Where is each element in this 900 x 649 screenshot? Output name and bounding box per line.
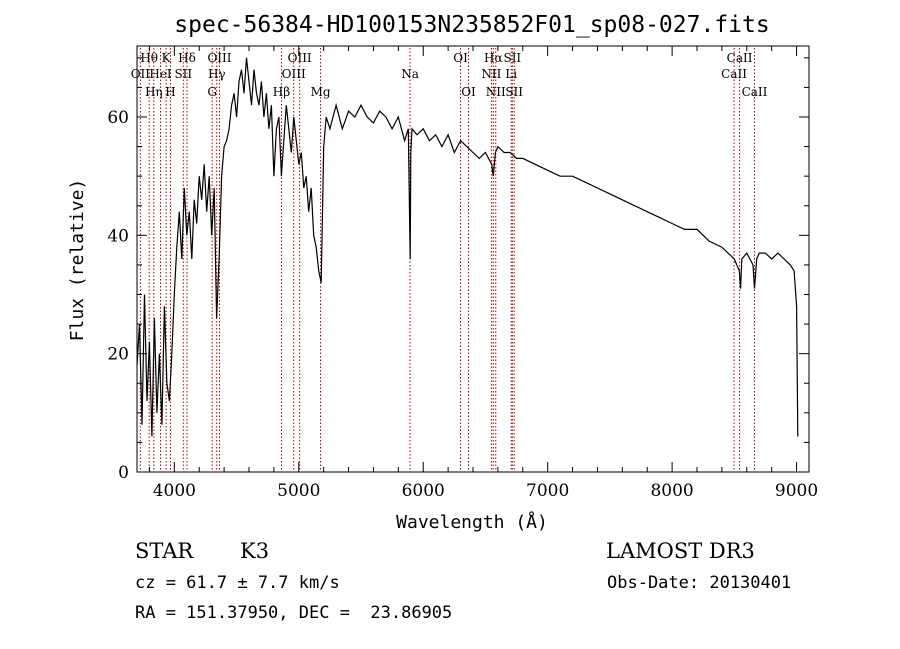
spectral-line-label: NII <box>486 85 506 99</box>
spectral-line-label: Li <box>505 67 517 81</box>
x-axis-ticks: 4000 5000 6000 7000 8000 9000 <box>148 46 818 501</box>
spectral-line-label: OI <box>453 51 468 65</box>
observation-date: Obs-Date: 20130401 <box>607 573 792 593</box>
spectral-lines <box>139 48 755 472</box>
spectral-line-label: OIII <box>207 51 231 65</box>
spectral-line-label: Hδ <box>178 51 196 65</box>
x-tick-label: 5000 <box>277 481 320 501</box>
x-tick-label: 9000 <box>775 481 818 501</box>
spectral-line-label: OII <box>131 67 151 81</box>
x-tick-label: 6000 <box>402 481 445 501</box>
spectral-line-label: Hβ <box>273 85 290 99</box>
spectral-line-label: CaII <box>721 67 747 81</box>
spectral-line-labels: OII Hθ Hη HeI K H SII Hδ G Hγ OIII Hβ OIII OIII Mg Na OI… <box>131 51 768 99</box>
y-tick-label: 0 <box>118 463 129 483</box>
object-subclass: K3 <box>240 539 270 563</box>
y-axis-ticks: 0 20 40 60 <box>107 57 809 483</box>
redshift-velocity: cz = 61.7 ± 7.7 km/s <box>135 573 340 593</box>
spectral-line-label: Hη <box>145 85 163 99</box>
object-class: STAR <box>135 539 194 563</box>
spectrum-series-line <box>136 57 799 437</box>
coordinates: RA = 151.37950, DEC = 23.86905 <box>135 603 453 623</box>
spectral-line-label: SII <box>174 67 192 81</box>
x-tick-label: 7000 <box>526 481 569 501</box>
spectral-line-label: OIII <box>282 67 306 81</box>
x-tick-label: 8000 <box>650 481 693 501</box>
x-tick-label: 4000 <box>153 481 196 501</box>
spectral-line-label: CaII <box>742 85 768 99</box>
spectral-line-label: K <box>162 51 172 65</box>
y-tick-label: 20 <box>107 345 129 365</box>
y-axis-label: Flux (relative) <box>67 179 88 342</box>
plot-frame <box>136 45 810 473</box>
spectral-line-label: Hα <box>484 51 503 65</box>
spectral-line-label: Hθ <box>140 51 158 65</box>
spectral-line-label: SII <box>503 51 521 65</box>
spectral-line-label: Hγ <box>208 67 226 81</box>
spectral-line-label: Mg <box>311 85 331 99</box>
spectral-line-label: OI <box>461 85 476 99</box>
survey-name: LAMOST DR3 <box>606 539 755 563</box>
spectral-line-label: H <box>165 85 175 99</box>
spectral-line-label: Na <box>401 67 419 81</box>
spectral-line-label: G <box>207 85 217 99</box>
spectral-line-label: HeI <box>149 67 172 81</box>
chart-title: spec-56384-HD100153N235852F01_sp08-027.f… <box>174 12 769 38</box>
spectral-line-label: SII <box>505 85 523 99</box>
x-axis-label: Wavelength (Å) <box>396 511 548 533</box>
spectral-line-label: CaII <box>727 51 753 65</box>
y-tick-label: 60 <box>107 108 129 128</box>
spectral-line-label: NII <box>481 67 501 81</box>
y-tick-label: 40 <box>107 226 129 246</box>
spectral-line-label: OIII <box>288 51 312 65</box>
